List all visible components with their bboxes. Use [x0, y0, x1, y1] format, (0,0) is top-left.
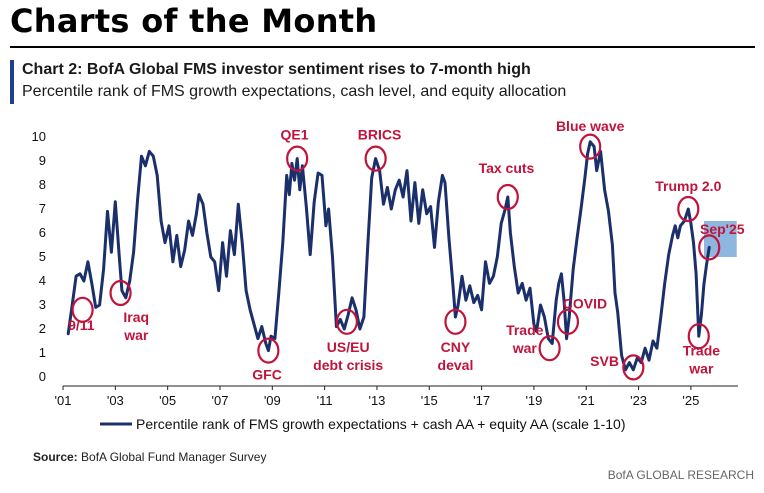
annotation-circle-11 — [622, 354, 645, 381]
x-tick-label-2: '05 — [159, 393, 176, 408]
y-tick-label-7: 7 — [39, 201, 46, 216]
title-rule — [10, 46, 755, 48]
annotation-label-line: war — [123, 327, 149, 343]
annotation-label-line: debt crisis — [313, 357, 383, 373]
annotation-label-6: CNY deval — [438, 339, 474, 373]
x-tick-label-1: '03 — [107, 393, 124, 408]
annotation-label-5: BRICS — [358, 126, 402, 142]
x-tick-label-8: '17 — [473, 393, 490, 408]
annotation-label-4: US/EU debt crisis — [313, 339, 383, 373]
x-tick-label-11: '23 — [630, 393, 647, 408]
x-tick-label-9: '19 — [525, 393, 542, 408]
annotation-circle-10 — [579, 133, 602, 160]
series-line-0 — [66, 140, 711, 372]
annotation-label-13: Trade war — [683, 342, 721, 376]
y-tick-label-0: 0 — [39, 369, 46, 384]
y-tick-label-2: 2 — [39, 321, 46, 336]
page-title: Charts of the Month — [10, 2, 378, 40]
annotation-circle-3 — [286, 145, 309, 172]
annotation-circle-2 — [257, 337, 280, 364]
annotation-label-3: QE1 — [281, 126, 309, 142]
y-tick-label-5: 5 — [39, 249, 46, 264]
chart-heading-accent-bar — [10, 60, 14, 104]
annotation-label-2: GFC — [252, 366, 282, 382]
chart-heading: Chart 2: BofA Global FMS investor sentim… — [22, 61, 531, 78]
annotation-label-line: Iraq — [123, 309, 149, 325]
y-tick-label-4: 4 — [39, 273, 46, 288]
annotation-label-10: Blue wave — [556, 118, 625, 134]
y-tick-label-1: 1 — [39, 345, 46, 360]
annotation-label-8: Trade war — [506, 322, 544, 356]
annotation-label-line: QE1 — [281, 126, 309, 142]
annotation-label-line: SVB — [590, 353, 619, 369]
annotation-label-line: Sep'25 — [700, 221, 745, 237]
annotation-circle-7 — [496, 183, 519, 211]
annotation-circle-12 — [677, 195, 700, 223]
y-tick-label-3: 3 — [39, 297, 46, 312]
annotation-circle-5 — [364, 145, 387, 172]
annotation-label-line: GFC — [252, 366, 282, 382]
annotation-label-line: 9/11 — [68, 317, 95, 333]
annotation-label-line: US/EU — [327, 339, 370, 355]
annotation-circle-0 — [71, 296, 94, 323]
annotation-label-line: war — [512, 340, 538, 356]
y-tick-label-10: 10 — [32, 129, 46, 144]
annotation-label-1: Iraq war — [123, 309, 149, 343]
annotation-label-line: Trade — [506, 322, 544, 338]
annotation-label-12: Trump 2.0 — [655, 178, 721, 194]
annotation-label-line: Trump 2.0 — [655, 178, 721, 194]
annotation-label-line: Tax cuts — [479, 160, 535, 176]
x-tick-label-6: '13 — [368, 393, 385, 408]
x-tick-label-10: '21 — [578, 393, 595, 408]
x-tick-label-5: '11 — [317, 393, 333, 408]
annotation-label-9: COVID — [563, 296, 607, 312]
annotation-label-line: war — [688, 360, 714, 376]
annotation-circle-13 — [687, 323, 710, 350]
x-tick-label-12: '25 — [682, 393, 699, 408]
annotation-circle-9 — [556, 308, 580, 335]
source-text: BofA Global Fund Manager Survey — [81, 450, 267, 464]
legend-label: Percentile rank of FMS growth expectatio… — [136, 416, 625, 432]
footer-brand: BofA GLOBAL RESEARCH — [607, 468, 754, 482]
source-label: Source: — [33, 450, 78, 464]
annotation-circle-4 — [335, 308, 358, 335]
y-tick-label-6: 6 — [39, 225, 46, 240]
annotation-circle-14 — [698, 234, 721, 261]
x-tick-label-4: '09 — [264, 393, 281, 408]
annotation-label-line: deval — [438, 357, 474, 373]
x-tick-label-7: '15 — [421, 393, 438, 408]
source-note: Source: BofA Global Fund Manager Survey — [33, 450, 266, 464]
annotation-label-14: Sep'25 — [700, 221, 745, 237]
chart-subheading: Percentile rank of FMS growth expectatio… — [22, 83, 567, 100]
annotation-label-line: Trade — [683, 342, 721, 358]
annotation-circle-8 — [538, 335, 561, 362]
annotation-label-line: CNY — [441, 339, 471, 355]
annotation-label-11: SVB — [590, 353, 619, 369]
x-tick-label-3: '07 — [212, 393, 229, 408]
x-tick-label-0: '01 — [55, 393, 72, 408]
annotation-circle-6 — [444, 308, 467, 335]
annotation-label-line: Blue wave — [556, 118, 625, 134]
annotation-label-line: COVID — [563, 296, 607, 312]
annotation-label-0: 9/11 — [68, 317, 95, 333]
y-tick-label-9: 9 — [39, 153, 46, 168]
annotation-circle-1 — [109, 279, 132, 307]
annotation-label-7: Tax cuts — [479, 160, 535, 176]
annotation-label-line: BRICS — [358, 126, 402, 142]
y-tick-label-8: 8 — [39, 177, 46, 192]
